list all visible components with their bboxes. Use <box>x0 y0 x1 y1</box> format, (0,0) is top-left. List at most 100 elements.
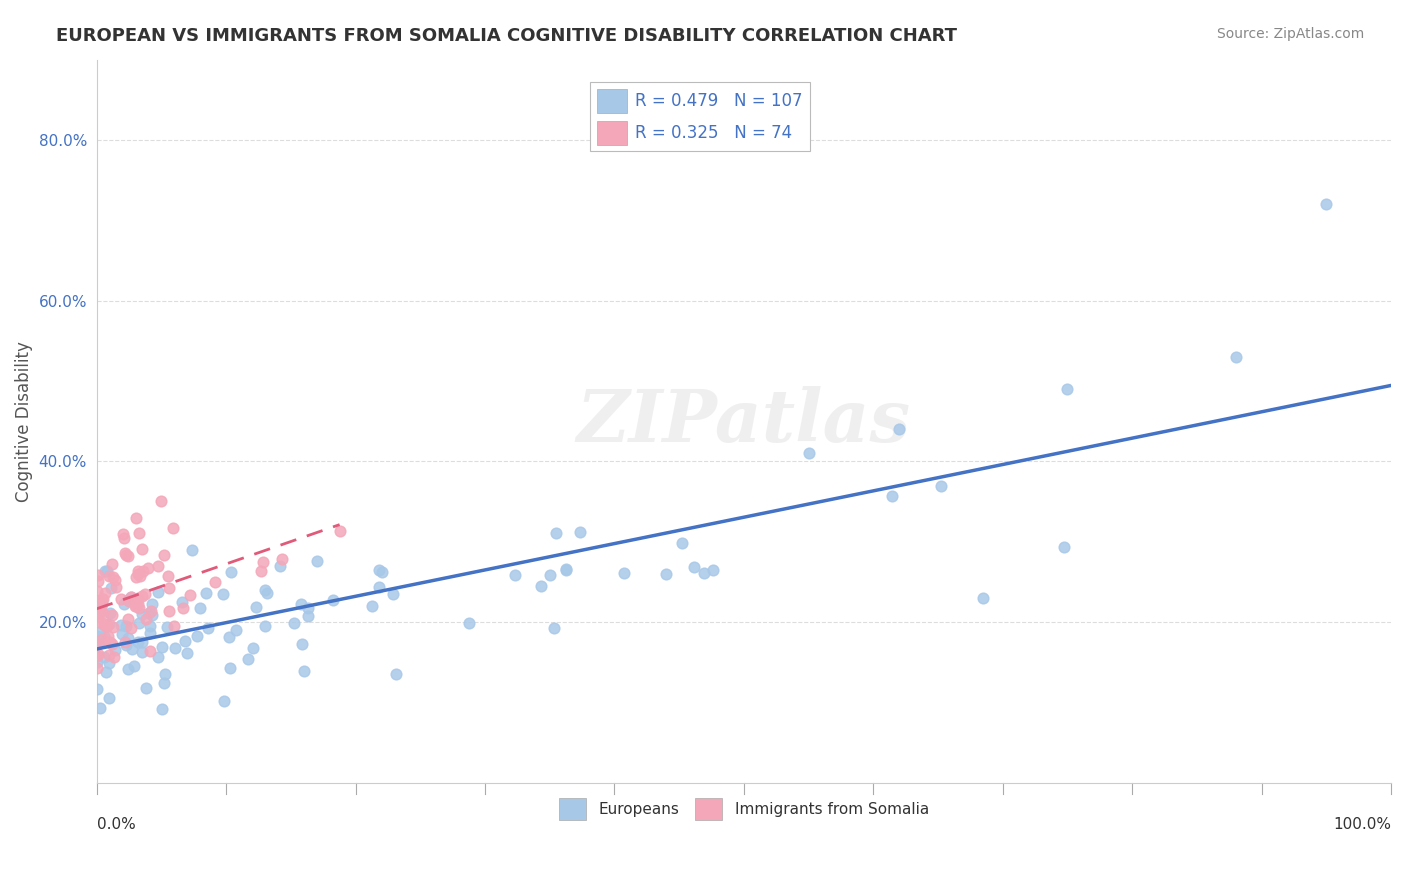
Point <box>131 635 153 649</box>
Point <box>131 542 153 557</box>
Point <box>128 526 150 541</box>
Point <box>93 618 115 632</box>
Point <box>101 620 124 634</box>
Point <box>96 564 118 578</box>
Point <box>152 640 174 655</box>
Point <box>880 490 903 504</box>
Point <box>292 664 315 678</box>
Point <box>93 629 115 643</box>
Point <box>291 637 314 651</box>
Point <box>889 422 911 436</box>
Point <box>127 591 149 605</box>
Point <box>87 568 110 582</box>
Point <box>87 602 110 616</box>
Point <box>131 590 153 604</box>
Point <box>90 604 112 618</box>
Point <box>253 619 276 633</box>
Text: ZIPatlas: ZIPatlas <box>576 385 911 457</box>
Point <box>148 584 170 599</box>
Point <box>120 621 142 635</box>
Point <box>218 630 240 644</box>
Point <box>131 645 153 659</box>
Point <box>138 619 160 633</box>
Point <box>165 641 187 656</box>
Point <box>163 619 186 633</box>
Point <box>385 667 408 681</box>
Point <box>242 640 264 655</box>
Point <box>86 594 108 608</box>
Point <box>127 566 149 581</box>
Point <box>96 617 118 632</box>
Point <box>112 597 135 611</box>
Point <box>110 618 132 632</box>
Point <box>250 565 273 579</box>
Point <box>219 566 242 580</box>
Point <box>152 549 174 563</box>
Point <box>86 649 108 664</box>
Point <box>86 615 108 630</box>
Point <box>141 607 163 622</box>
Point <box>89 595 111 609</box>
Point <box>172 601 194 615</box>
Point <box>101 557 124 571</box>
Point <box>86 661 108 675</box>
Point <box>297 601 319 615</box>
Point <box>97 629 120 643</box>
Point <box>360 599 382 614</box>
Point <box>367 563 389 577</box>
Point <box>89 625 111 640</box>
Point <box>97 569 120 583</box>
Point <box>181 542 204 557</box>
Point <box>117 593 139 607</box>
Point <box>93 606 115 620</box>
Point <box>530 579 553 593</box>
Point <box>176 647 198 661</box>
Point <box>86 633 108 648</box>
Point <box>150 494 173 508</box>
Point <box>128 601 150 615</box>
Point <box>96 618 118 632</box>
Point <box>101 569 124 583</box>
Text: EUROPEAN VS IMMIGRANTS FROM SOMALIA COGNITIVE DISABILITY CORRELATION CHART: EUROPEAN VS IMMIGRANTS FROM SOMALIA COGN… <box>56 27 957 45</box>
Point <box>129 569 152 583</box>
Point <box>118 594 141 608</box>
Point <box>101 608 124 623</box>
Point <box>100 637 122 651</box>
Point <box>138 626 160 640</box>
Point <box>1225 350 1247 364</box>
Point <box>98 606 121 620</box>
Point <box>91 632 114 646</box>
Point <box>135 612 157 626</box>
Point <box>186 629 208 643</box>
Point <box>111 526 134 541</box>
Text: 100.0%: 100.0% <box>1333 817 1391 832</box>
Point <box>194 586 217 600</box>
Point <box>139 644 162 658</box>
Point <box>115 548 138 562</box>
Point <box>87 609 110 624</box>
Point <box>238 651 260 665</box>
Point <box>693 566 716 580</box>
Point <box>86 655 108 669</box>
Point <box>1056 382 1078 396</box>
Point <box>150 702 173 716</box>
Point <box>132 564 155 578</box>
Point <box>98 635 121 649</box>
Point <box>87 648 110 662</box>
Point <box>153 676 176 690</box>
Point <box>613 566 636 580</box>
Point <box>188 601 211 615</box>
Point <box>121 642 143 657</box>
Point <box>89 701 111 715</box>
Point <box>136 561 159 575</box>
Point <box>458 616 481 631</box>
Point <box>128 616 150 631</box>
Point <box>103 650 125 665</box>
Point <box>141 597 163 611</box>
Point <box>124 599 146 613</box>
Point <box>283 615 305 630</box>
Point <box>86 637 108 651</box>
Point <box>120 590 142 604</box>
Point <box>93 564 115 578</box>
Point <box>120 590 142 604</box>
